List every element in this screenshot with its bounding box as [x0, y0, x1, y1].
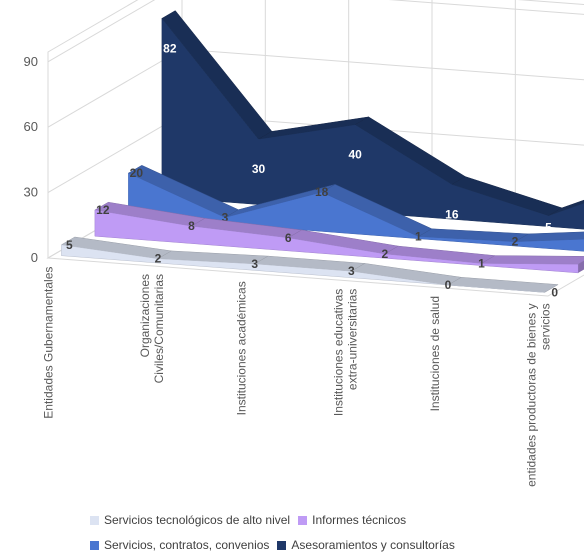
- legend-swatch: [277, 541, 286, 550]
- category-label-line: Instituciones académicas: [235, 281, 249, 415]
- data-label: 20: [130, 166, 144, 180]
- data-label: 1: [415, 230, 422, 244]
- category-label-line: Instituciones educativas: [331, 289, 345, 416]
- data-label: 2: [155, 252, 162, 266]
- data-label: 18: [315, 185, 329, 199]
- legend-swatch: [298, 516, 307, 525]
- data-label: 82: [163, 41, 177, 55]
- data-label: 2: [382, 247, 389, 261]
- category-label-line: Civiles/Comunitarias: [152, 274, 166, 383]
- legend-item: Servicios, contratos, convenios: [90, 538, 269, 552]
- category-label-line: extra-universitarias: [345, 289, 359, 390]
- legend-swatch: [90, 516, 99, 525]
- data-label: 8: [188, 219, 195, 233]
- legend-label: Informes técnicos: [312, 513, 406, 527]
- data-label: 30: [252, 162, 266, 176]
- category-label: Instituciones educativasextra-universita…: [331, 289, 359, 416]
- legend-row-2: Servicios, contratos, convenios Asesoram…: [90, 538, 455, 552]
- legend-row-1: Servicios tecnológicos de alto nivel Inf…: [90, 513, 406, 527]
- data-label: 2: [512, 235, 519, 249]
- data-label: 12: [96, 203, 110, 217]
- data-label: 3: [348, 264, 355, 278]
- data-label: 40: [349, 148, 363, 162]
- data-label: 1: [478, 256, 485, 270]
- legend-item: Asesoramientos y consultorías: [277, 538, 454, 552]
- category-label-line: Entidades Gubernamentales: [41, 267, 55, 419]
- data-label: 5: [66, 238, 73, 252]
- category-label: entidades productoras de bienes yservici…: [525, 303, 553, 486]
- category-label-line: Instituciones de salud: [428, 296, 442, 411]
- legend-item: Informes técnicos: [298, 513, 406, 527]
- category-label: OrganizacionesCiviles/Comunitarias: [138, 274, 166, 383]
- data-label: 16: [445, 207, 459, 221]
- category-label-line: Organizaciones: [138, 274, 152, 357]
- category-label-line: servicios: [539, 303, 553, 350]
- legend-label: Servicios tecnológicos de alto nivel: [104, 513, 290, 527]
- y-tick-label: 90: [24, 54, 38, 69]
- legend-label: Asesoramientos y consultorías: [291, 538, 454, 552]
- data-label: 5: [545, 221, 552, 235]
- legend-swatch: [90, 541, 99, 550]
- y-tick-label: 0: [31, 250, 38, 265]
- category-label-line: entidades productoras de bienes y: [525, 303, 539, 486]
- data-label: 0: [551, 285, 558, 299]
- legend-item: Servicios tecnológicos de alto nivel: [90, 513, 290, 527]
- legend-label: Servicios, contratos, convenios: [104, 538, 269, 552]
- ribbon-top: [482, 256, 584, 265]
- category-label: Instituciones de salud: [428, 296, 442, 411]
- category-label: Instituciones académicas: [235, 281, 249, 415]
- data-label: 3: [251, 257, 258, 271]
- category-label: Entidades Gubernamentales: [41, 267, 55, 419]
- data-label: 6: [285, 231, 292, 245]
- y-tick-label: 60: [24, 119, 38, 134]
- data-label: 0: [445, 278, 452, 292]
- y-tick-label: 30: [24, 185, 38, 200]
